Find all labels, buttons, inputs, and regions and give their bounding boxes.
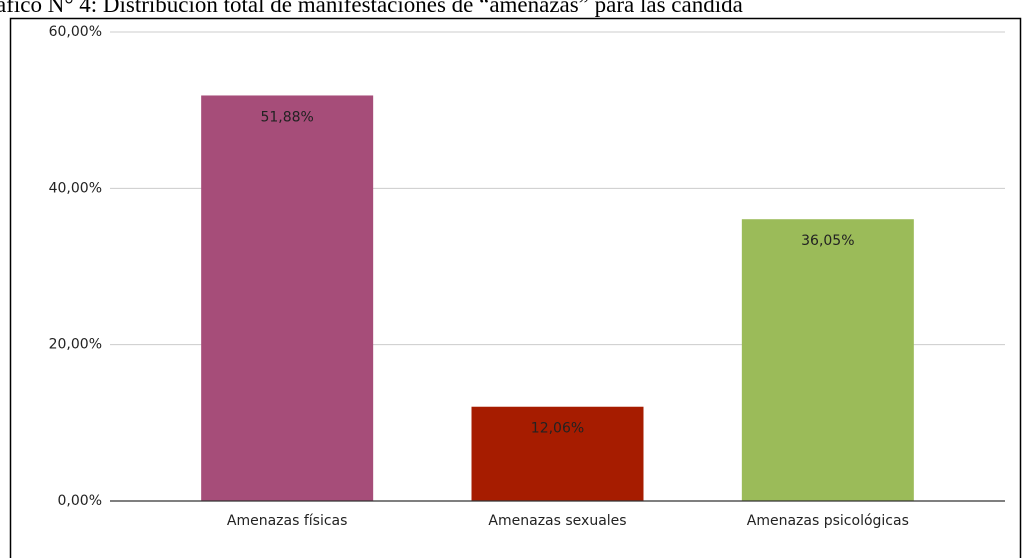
x-tick-label: Amenazas sexuales [488,513,626,529]
y-tick-label: 20,00% [49,337,102,353]
y-tick-label: 60,00% [49,24,102,40]
chart-title: áfico N° 4: Distribución total de manife… [0,0,743,17]
data-label: 51,88% [260,109,313,125]
x-tick-label: Amenazas físicas [227,513,348,529]
chart-frame [9,17,1022,558]
bar [471,406,644,501]
bar [741,219,914,501]
y-tick-label: 40,00% [49,180,102,196]
data-label: 36,05% [801,233,854,249]
x-tick-label: Amenazas psicológicas [747,513,909,529]
data-label: 12,06% [531,421,584,437]
bar [201,95,374,501]
y-tick-label: 0,00% [58,493,102,509]
